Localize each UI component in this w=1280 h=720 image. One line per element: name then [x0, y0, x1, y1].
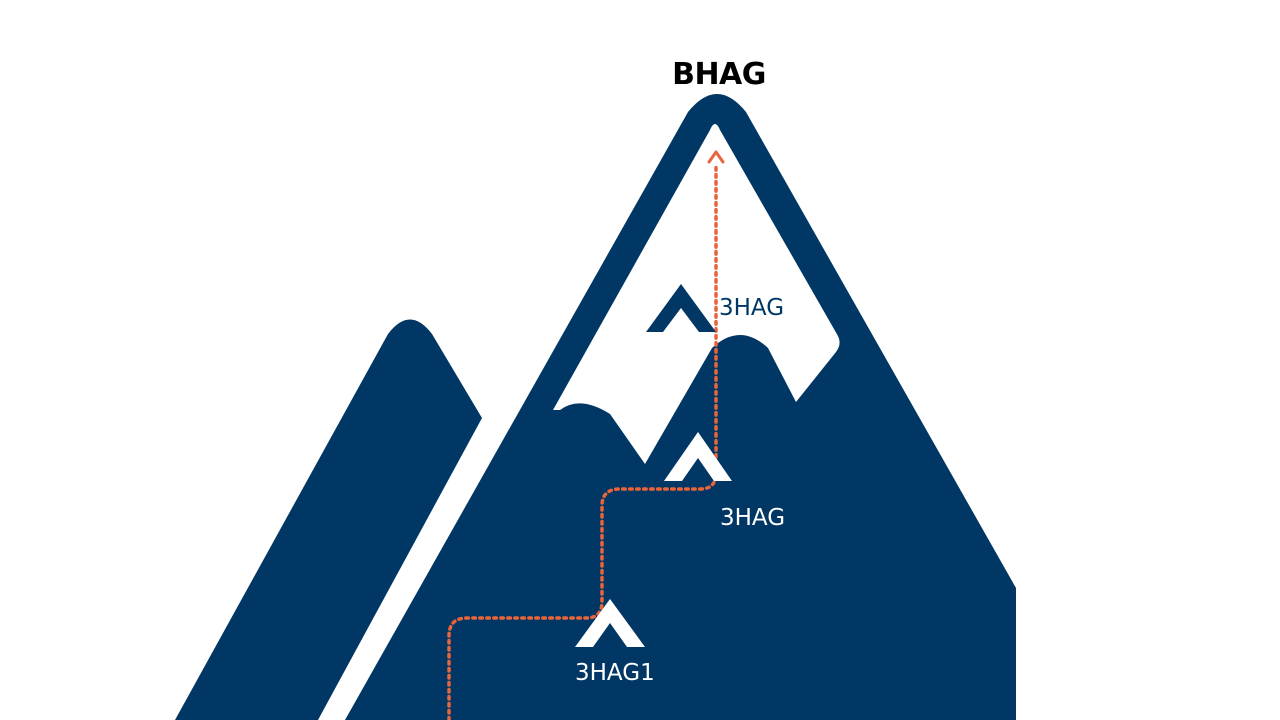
milestone-label: 3HAG1: [575, 660, 655, 686]
tent-icon: [664, 432, 732, 481]
milestone-label: 3HAG: [719, 295, 784, 321]
main-mountain: [345, 94, 1016, 720]
back-mountain: [175, 319, 482, 720]
summit-label: BHAG: [672, 57, 766, 92]
snow-cap: [553, 124, 840, 464]
tent-icon: [575, 599, 645, 647]
route-path: [447, 162, 718, 720]
milestone-label: 3HAG: [720, 505, 785, 531]
tent-icon: [646, 284, 716, 332]
arrow-up-icon: [707, 150, 725, 164]
